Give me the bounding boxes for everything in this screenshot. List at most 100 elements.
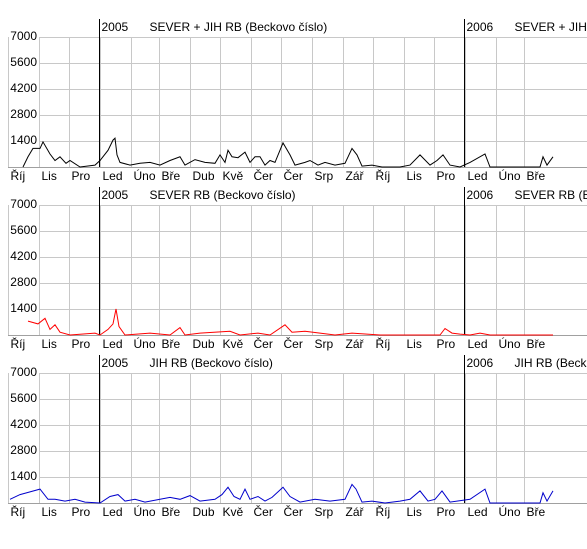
year-label: 2006 bbox=[467, 20, 494, 34]
x-tick-label: Lis bbox=[42, 169, 57, 183]
x-tick-label: Kvě bbox=[223, 505, 244, 519]
x-tick-label: Dub bbox=[193, 169, 215, 183]
x-tick-label: Led bbox=[468, 169, 488, 183]
x-tick-label: Říj bbox=[11, 168, 26, 183]
chart-title: JIH RB (Beckovo číslo) bbox=[150, 356, 273, 370]
y-tick-label: 4200 bbox=[10, 81, 37, 95]
y-tick-label-bg bbox=[12, 470, 38, 483]
y-tick-label-bg bbox=[12, 418, 38, 431]
x-tick-label: Srp bbox=[315, 505, 334, 519]
x-tick-label: Srp bbox=[315, 337, 334, 351]
y-tick-label: 2800 bbox=[10, 275, 37, 289]
x-tick-label: Lis bbox=[407, 505, 422, 519]
year-label: 2006 bbox=[467, 356, 494, 370]
y-tick-label-bg bbox=[12, 56, 38, 69]
x-tick-label: Pro bbox=[437, 505, 456, 519]
x-tick-label: Bře bbox=[162, 169, 181, 183]
chart-title: JIH RB (Beckovo číslo) bbox=[515, 356, 587, 370]
x-tick-label: Bře bbox=[527, 169, 546, 183]
x-tick-label: Úno bbox=[499, 336, 521, 351]
y-tick-label: 2800 bbox=[10, 443, 37, 457]
x-tick-label: Led bbox=[103, 337, 123, 351]
x-tick-label: Čer bbox=[254, 336, 273, 351]
x-tick-label: Zář bbox=[346, 169, 365, 183]
y-tick-label-bg bbox=[12, 82, 38, 95]
x-tick-label: Dub bbox=[193, 337, 215, 351]
y-tick-label-bg bbox=[12, 392, 38, 405]
x-tick-label: Led bbox=[103, 169, 123, 183]
year-label: 2006 bbox=[467, 188, 494, 202]
chart-title: SEVER RB (Beckovo číslo) bbox=[515, 188, 587, 202]
x-tick-label: Čer bbox=[254, 504, 273, 519]
y-tick-label: 1400 bbox=[10, 301, 37, 315]
y-tick-label-bg bbox=[12, 302, 38, 315]
x-tick-label: Čer bbox=[284, 504, 303, 519]
x-tick-label: Pro bbox=[72, 505, 91, 519]
x-tick-label: Úno bbox=[499, 168, 521, 183]
x-tick-label: Říj bbox=[11, 336, 26, 351]
x-tick-label: Čer bbox=[284, 336, 303, 351]
x-tick-label: Kvě bbox=[223, 169, 244, 183]
y-tick-label-bg bbox=[12, 224, 38, 237]
y-tick-label-bg bbox=[12, 30, 38, 43]
chart-title: SEVER RB (Beckovo číslo) bbox=[150, 188, 296, 202]
y-tick-label-bg bbox=[12, 444, 38, 457]
x-tick-label: Říj bbox=[376, 168, 391, 183]
x-tick-label: Pro bbox=[72, 337, 91, 351]
x-tick-label: Zář bbox=[346, 505, 365, 519]
x-tick-label: Čer bbox=[254, 168, 273, 183]
y-tick-label-bg bbox=[12, 366, 38, 379]
year-label: 2005 bbox=[102, 356, 129, 370]
x-tick-label: Říj bbox=[376, 504, 391, 519]
data-line bbox=[27, 308, 553, 336]
y-tick-label: 4200 bbox=[10, 249, 37, 263]
chart-title: SEVER + JIH RB (Beckovo číslo) bbox=[150, 20, 328, 34]
x-tick-label: Říj bbox=[376, 336, 391, 351]
y-tick-label: 1400 bbox=[10, 469, 37, 483]
data-line bbox=[22, 137, 554, 168]
x-tick-label: Bře bbox=[527, 337, 546, 351]
x-tick-label: Lis bbox=[42, 505, 57, 519]
y-tick-label: 5600 bbox=[10, 55, 37, 69]
x-tick-label: Srp bbox=[315, 169, 334, 183]
x-tick-label: Led bbox=[468, 337, 488, 351]
x-tick-label: Lis bbox=[407, 169, 422, 183]
chart-title: SEVER + JIH RB (Beckovo číslo) bbox=[515, 20, 587, 34]
y-tick-label: 1400 bbox=[10, 133, 37, 147]
y-tick-label-bg bbox=[12, 276, 38, 289]
x-tick-label: Bře bbox=[527, 505, 546, 519]
x-tick-label: Úno bbox=[134, 168, 156, 183]
y-tick-label-bg bbox=[12, 198, 38, 211]
x-tick-label: Pro bbox=[437, 169, 456, 183]
y-tick-label: 2800 bbox=[10, 107, 37, 121]
x-tick-label: Pro bbox=[72, 169, 91, 183]
y-tick-label: 5600 bbox=[10, 391, 37, 405]
x-tick-label: Led bbox=[103, 505, 123, 519]
y-tick-label: 5600 bbox=[10, 223, 37, 237]
y-tick-label-bg bbox=[12, 108, 38, 121]
y-tick-label: 7000 bbox=[10, 365, 37, 379]
y-tick-label-bg bbox=[12, 134, 38, 147]
x-tick-label: Lis bbox=[407, 337, 422, 351]
x-tick-label: Zář bbox=[346, 337, 365, 351]
year-label: 2005 bbox=[102, 20, 129, 34]
x-tick-label: Dub bbox=[193, 505, 215, 519]
y-tick-label: 7000 bbox=[10, 197, 37, 211]
x-tick-label: Lis bbox=[42, 337, 57, 351]
y-tick-label-bg bbox=[12, 250, 38, 263]
x-tick-label: Bře bbox=[162, 337, 181, 351]
x-tick-label: Říj bbox=[11, 504, 26, 519]
y-tick-label: 4200 bbox=[10, 417, 37, 431]
x-tick-label: Úno bbox=[134, 504, 156, 519]
year-label: 2005 bbox=[102, 188, 129, 202]
x-tick-label: Čer bbox=[284, 168, 303, 183]
data-line bbox=[9, 483, 554, 504]
x-tick-label: Bře bbox=[162, 505, 181, 519]
x-tick-label: Pro bbox=[437, 337, 456, 351]
x-tick-label: Úno bbox=[499, 504, 521, 519]
x-tick-label: Led bbox=[468, 505, 488, 519]
x-tick-label: Úno bbox=[134, 336, 156, 351]
